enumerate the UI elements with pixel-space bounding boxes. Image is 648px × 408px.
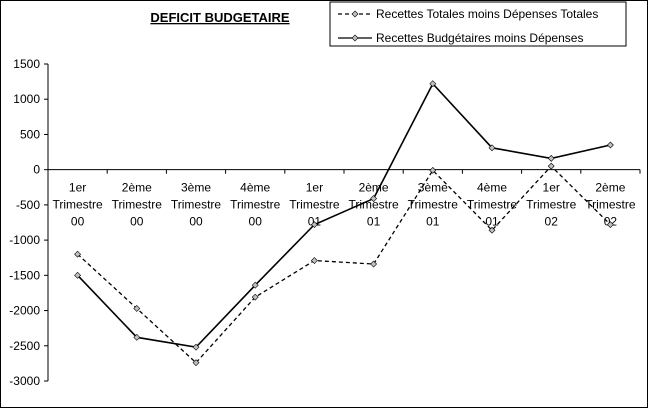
legend-swatch-marker [351,10,359,18]
data-point [310,221,318,229]
series-line-2 [77,82,611,349]
y-tick-label: -2000 [9,304,40,318]
x-tick-label: 1er Trimestre 00 [52,181,103,229]
y-tick-label: 0 [33,163,40,177]
data-point [133,333,141,341]
legend-box [329,1,627,47]
data-point [370,260,378,268]
series-line-1 [77,165,611,364]
y-tick-label: -1000 [9,233,40,247]
data-point [606,141,614,149]
data-point [310,257,318,264]
y-tick-label: 1500 [13,57,40,71]
y-tick-label: -3000 [9,374,40,388]
data-point [192,343,200,351]
data-point [74,250,82,258]
y-tick-label: -2500 [9,339,40,353]
y-tick-label: 1000 [13,92,40,106]
data-point [547,162,555,170]
series-layer [74,80,614,367]
x-tick-label: 3ème Trimestre 01 [408,181,459,229]
data-point [74,271,82,279]
data-point [370,195,378,202]
data-point [251,281,259,289]
data-point [192,359,200,367]
data-point [606,221,614,229]
chart-title: DEFICIT BUDGETAIRE [150,10,289,25]
x-tick-label: 2ème Trimestre 01 [348,181,399,229]
data-point [429,166,437,174]
x-tick-label: 1erTrimestre01 [289,181,340,229]
legend: Recettes Totales moins Dépenses Totales R… [329,1,627,47]
legend-entry: Recettes Budgétaires moins Dépenses [376,31,583,45]
y-tick-label: -500 [16,198,40,212]
legend-swatch-marker [351,34,359,42]
x-tick-label: 4ème Trimestre 01 [467,181,518,229]
data-point [488,144,496,152]
data-point [429,80,437,88]
y-tick-label: 500 [20,127,40,141]
x-tick-label: 2ème Trimestre 00 [112,181,163,229]
data-point [133,305,141,312]
data-point [488,226,496,234]
x-tick-label: 4ème Trimestre 00 [230,181,281,229]
y-tick-label: -1500 [9,268,40,282]
legend-entry: Recettes Totales moins Dépenses Totales [376,7,598,21]
data-point [547,154,555,162]
x-tick-label: 3ème Trimestre 00 [171,181,222,229]
x-tick-label: 1er Trimestre 02 [526,181,577,229]
axes: 1500 1000 500 0 -500 -1000 -1500 -2000 -2500 -300… [9,57,641,388]
data-point [251,293,259,301]
